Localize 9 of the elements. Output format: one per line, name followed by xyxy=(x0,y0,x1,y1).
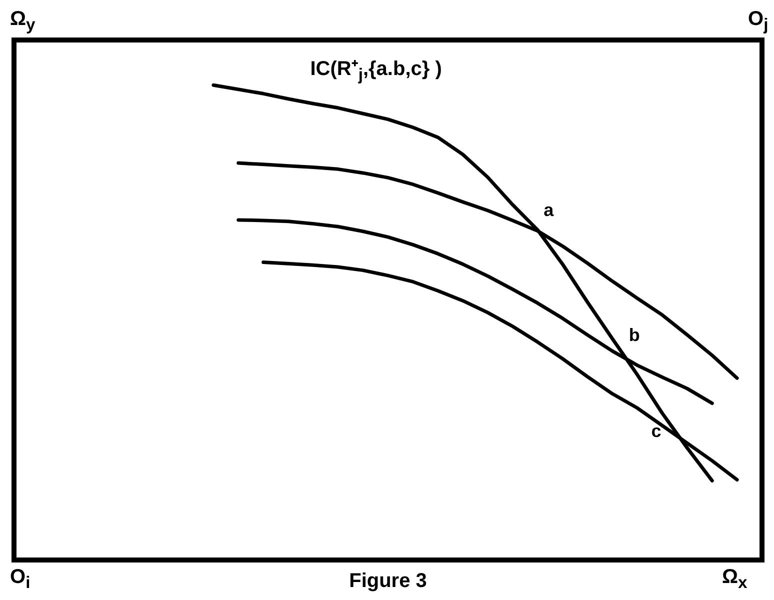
caption: Figure 3 xyxy=(349,570,427,592)
annotation: b xyxy=(628,325,640,346)
text: O$_{j}$ xyxy=(748,8,768,34)
annotation: a xyxy=(544,200,554,221)
text: IC(R⁺$_{j}$,{a.b,c} ) xyxy=(310,58,442,85)
text: Ω$_{x}$ xyxy=(722,566,748,592)
text: Ω$_{y}$ xyxy=(10,8,36,34)
annotation: c xyxy=(651,421,662,442)
text: O$_{i}$ xyxy=(10,566,30,592)
